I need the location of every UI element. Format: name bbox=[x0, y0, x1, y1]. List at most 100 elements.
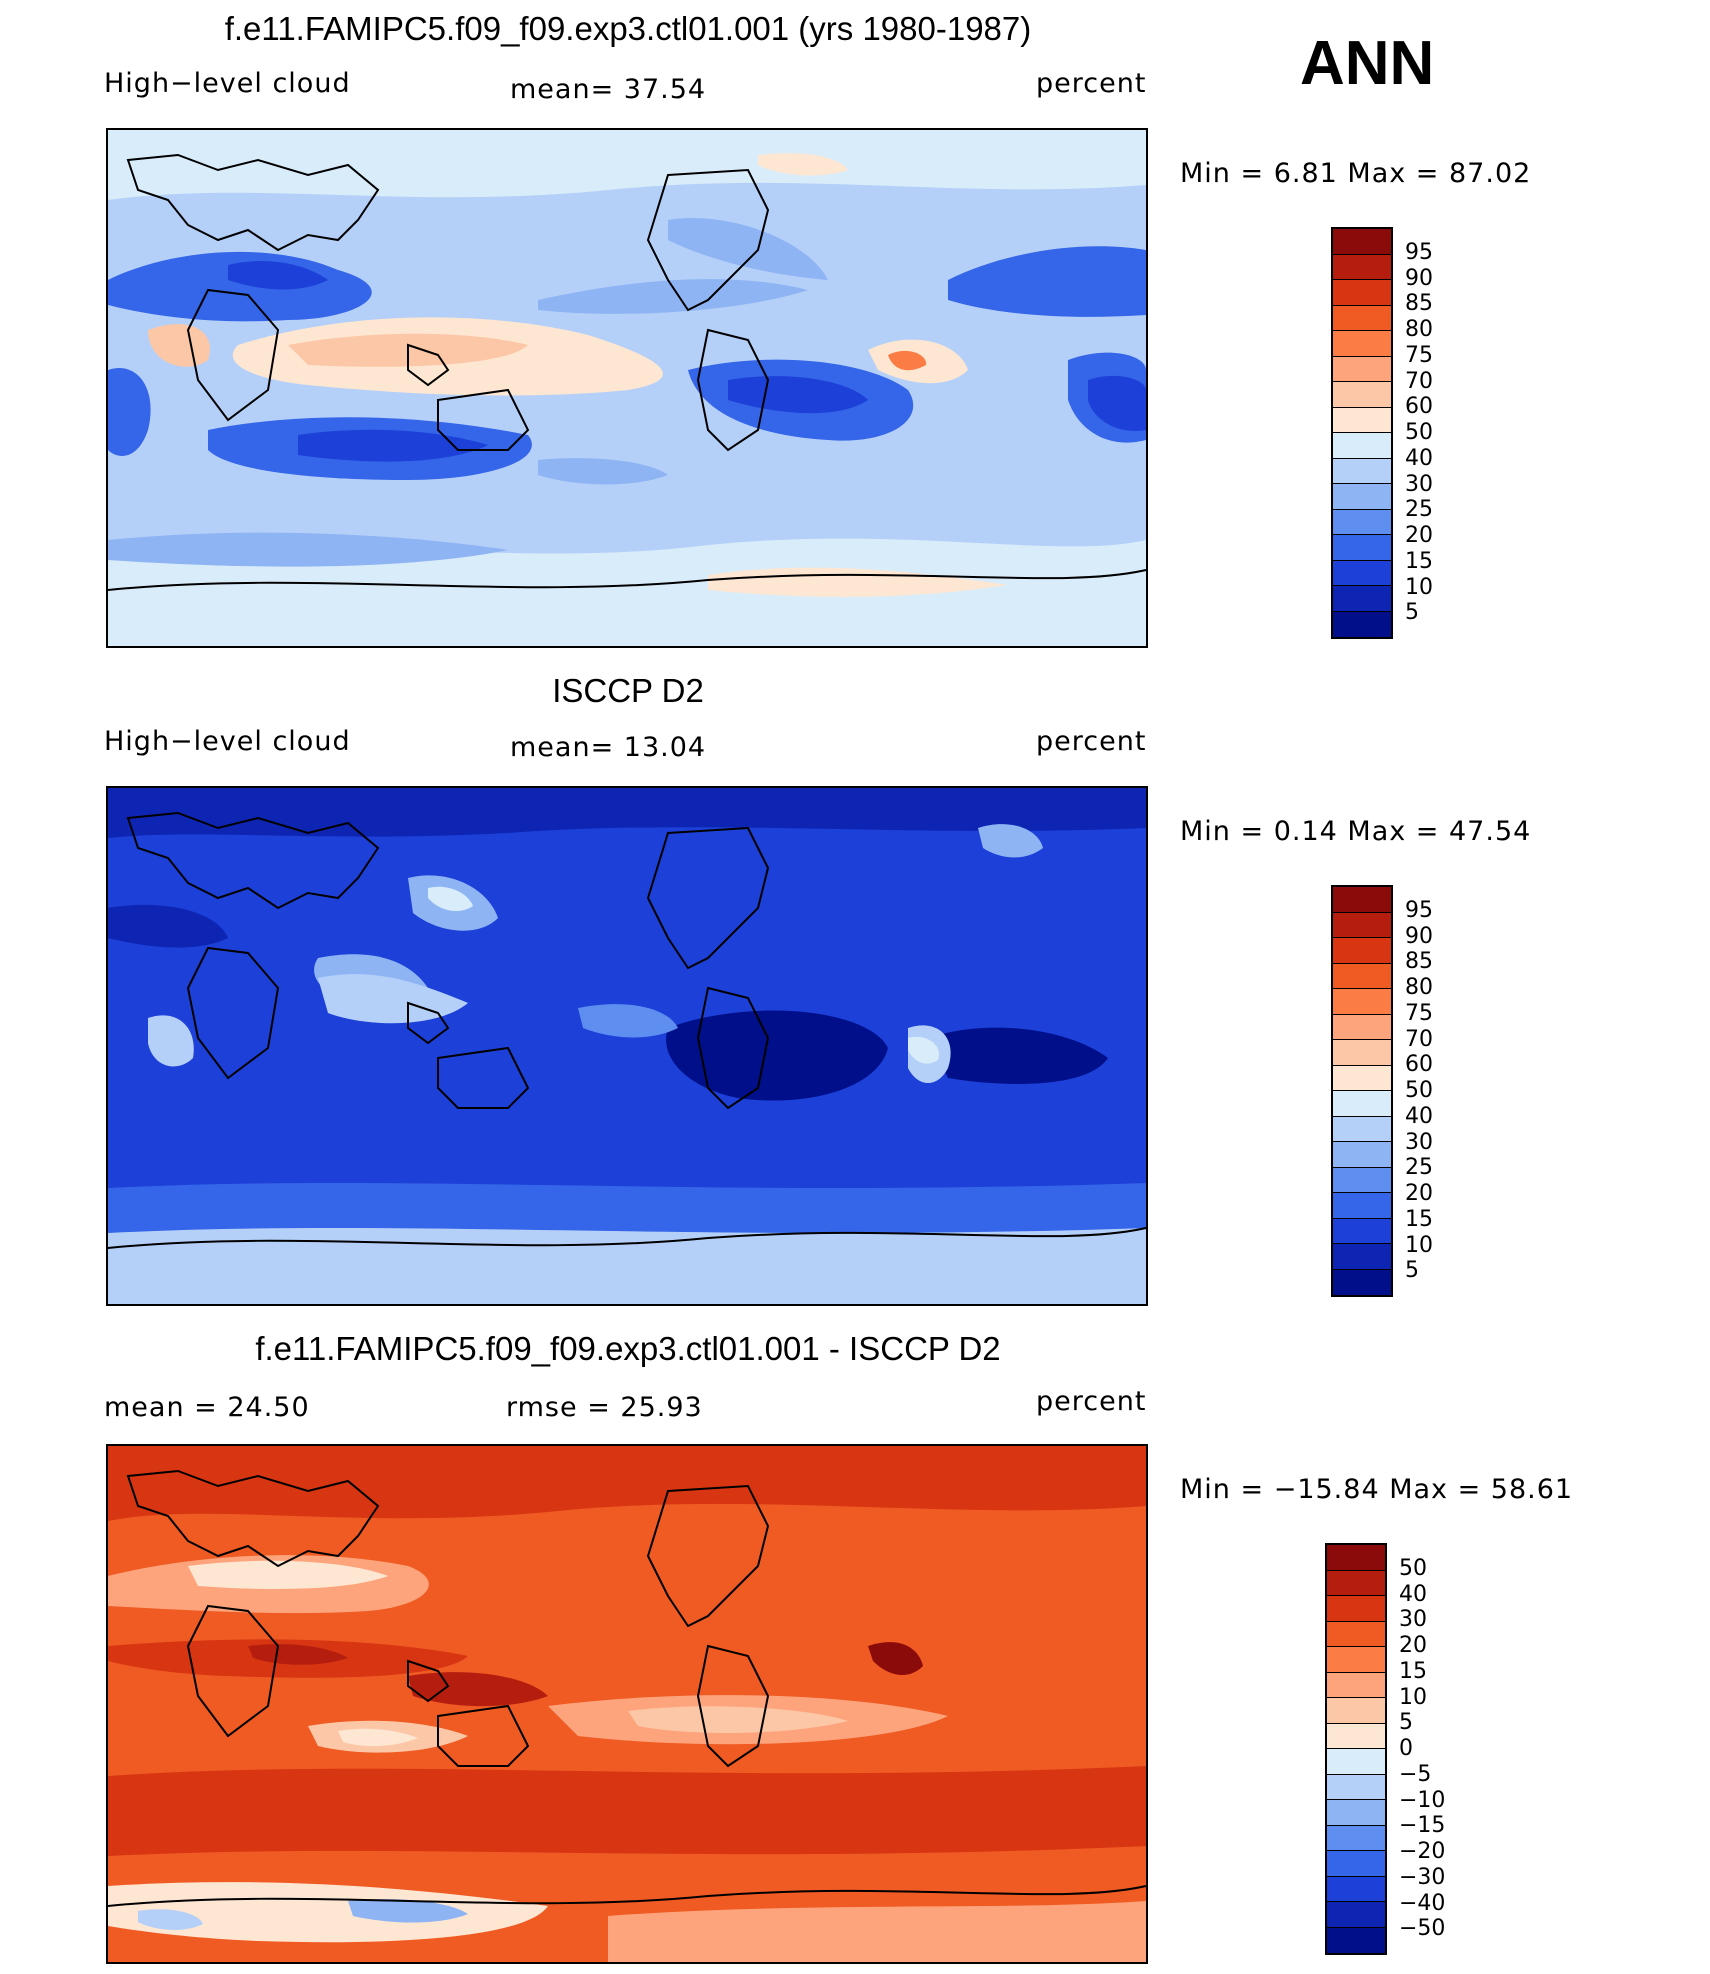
colorbar-box bbox=[1333, 254, 1391, 280]
panel-2-minmax: Min = 0.14 Max = 47.54 bbox=[1180, 816, 1532, 847]
colorbar-tick-label: 25 bbox=[1405, 1155, 1433, 1181]
colorbar-tick-label: 60 bbox=[1405, 1052, 1433, 1078]
colorbar-box bbox=[1327, 1825, 1385, 1851]
colorbar-tick-label: 30 bbox=[1405, 471, 1433, 497]
colorbar-box bbox=[1327, 1800, 1385, 1826]
colorbar-box bbox=[1327, 1723, 1385, 1749]
colorbar-box bbox=[1333, 458, 1391, 484]
colorbar-box bbox=[1333, 963, 1391, 989]
panel-1-center-label: mean= 37.54 bbox=[510, 74, 707, 105]
colorbar-tick-label: 50 bbox=[1405, 420, 1433, 445]
colorbar-box bbox=[1333, 407, 1391, 433]
colorbar-box bbox=[1333, 560, 1391, 586]
colorbar-tick-label: 10 bbox=[1405, 574, 1433, 600]
colorbar-box bbox=[1327, 1749, 1385, 1775]
colorbar-box bbox=[1333, 1040, 1391, 1066]
colorbar-box bbox=[1333, 331, 1391, 357]
colorbar-tick-label: −40 bbox=[1399, 1890, 1446, 1916]
panel-1-map bbox=[106, 128, 1148, 648]
colorbar-tick-label: −15 bbox=[1399, 1813, 1446, 1839]
colorbar-box bbox=[1327, 1672, 1385, 1698]
colorbar-box bbox=[1333, 1091, 1391, 1117]
colorbar-tick-label: 95 bbox=[1405, 897, 1433, 923]
colorbar-tick-label: 15 bbox=[1399, 1658, 1427, 1684]
panel-2-right-label: percent bbox=[1036, 726, 1147, 757]
colorbar-box bbox=[1333, 1142, 1391, 1168]
colorbar-box bbox=[1333, 484, 1391, 510]
season-label: ANN bbox=[1300, 29, 1435, 98]
colorbar-box bbox=[1333, 1269, 1391, 1295]
colorbar-tick-label: 40 bbox=[1399, 1581, 1427, 1607]
colorbar-tick-label: 20 bbox=[1405, 523, 1433, 548]
colorbar-tick-label: 10 bbox=[1399, 1684, 1427, 1710]
colorbar-tick-label: 20 bbox=[1399, 1633, 1427, 1658]
panel-2-contour-field bbox=[108, 788, 1146, 1304]
colorbar-tick-label: −10 bbox=[1399, 1787, 1446, 1813]
panel-1-minmax: Min = 6.81 Max = 87.02 bbox=[1180, 158, 1532, 189]
colorbar-box bbox=[1333, 887, 1391, 913]
colorbar-tick-label: 5 bbox=[1405, 600, 1419, 626]
colorbar-box bbox=[1333, 611, 1391, 637]
colorbar-tick-label: 90 bbox=[1405, 265, 1433, 291]
panel-3-contour-field bbox=[108, 1446, 1146, 1962]
colorbar-tick-label: 85 bbox=[1405, 949, 1433, 975]
colorbar-tick-label: 50 bbox=[1399, 1555, 1427, 1581]
colorbar-box bbox=[1333, 1167, 1391, 1193]
colorbar-tick-label: 95 bbox=[1405, 239, 1433, 265]
panel-2-map bbox=[106, 786, 1148, 1306]
colorbar-box bbox=[1333, 1065, 1391, 1091]
panel-1-right-label: percent bbox=[1036, 68, 1147, 99]
panel-3-right-label: percent bbox=[1036, 1386, 1147, 1417]
colorbar-tick-label: 40 bbox=[1405, 445, 1433, 471]
panel-3-left-label: mean = 24.50 bbox=[104, 1392, 310, 1423]
colorbar-tick-label: 30 bbox=[1405, 1129, 1433, 1155]
colorbar-tick-label: 40 bbox=[1405, 1103, 1433, 1129]
colorbar-box bbox=[1333, 1244, 1391, 1270]
colorbar-tick-label: 0 bbox=[1399, 1736, 1413, 1761]
panel-2-colorbar bbox=[1331, 885, 1393, 1297]
panel-3-colorbar bbox=[1325, 1543, 1387, 1955]
colorbar-tick-label: 70 bbox=[1405, 368, 1433, 394]
colorbar-box bbox=[1333, 989, 1391, 1015]
colorbar-tick-label: −50 bbox=[1399, 1916, 1446, 1942]
colorbar-tick-label: 15 bbox=[1405, 1206, 1433, 1232]
colorbar-tick-label: 80 bbox=[1405, 975, 1433, 1000]
panel-1-title: f.e11.FAMIPC5.f09_f09.exp3.ctl01.001 (yr… bbox=[224, 10, 1032, 47]
colorbar-tick-label: 85 bbox=[1405, 291, 1433, 317]
colorbar-box bbox=[1333, 433, 1391, 459]
colorbar-box bbox=[1333, 1116, 1391, 1142]
colorbar-box bbox=[1333, 586, 1391, 612]
colorbar-box bbox=[1333, 280, 1391, 306]
panel-3-minmax: Min = −15.84 Max = 58.61 bbox=[1180, 1474, 1574, 1505]
colorbar-tick-label: 60 bbox=[1405, 394, 1433, 420]
colorbar-tick-label: −20 bbox=[1399, 1839, 1446, 1864]
colorbar-box bbox=[1327, 1545, 1385, 1571]
colorbar-box bbox=[1327, 1876, 1385, 1902]
colorbar-box bbox=[1333, 356, 1391, 382]
panel-3-center-label: rmse = 25.93 bbox=[506, 1392, 703, 1423]
colorbar-tick-label: 90 bbox=[1405, 923, 1433, 949]
colorbar-tick-label: 5 bbox=[1399, 1710, 1413, 1736]
colorbar-tick-label: 5 bbox=[1405, 1258, 1419, 1284]
panel-1-colorbar bbox=[1331, 227, 1393, 639]
colorbar-box bbox=[1327, 1570, 1385, 1596]
colorbar-tick-label: 50 bbox=[1405, 1078, 1433, 1103]
colorbar-box bbox=[1327, 1927, 1385, 1953]
colorbar-box bbox=[1327, 1851, 1385, 1877]
panel-2-center-label: mean= 13.04 bbox=[510, 732, 707, 763]
colorbar-box bbox=[1333, 535, 1391, 561]
panel-2-title: ISCCP D2 bbox=[552, 672, 704, 709]
panel-3-title: f.e11.FAMIPC5.f09_f09.exp3.ctl01.001 - I… bbox=[255, 1330, 1001, 1367]
colorbar-box bbox=[1333, 1218, 1391, 1244]
colorbar-tick-label: −30 bbox=[1399, 1864, 1446, 1890]
colorbar-box bbox=[1333, 1014, 1391, 1040]
colorbar-tick-label: 30 bbox=[1399, 1607, 1427, 1633]
panel-1-left-label: High−level cloud bbox=[104, 68, 351, 99]
colorbar-tick-label: 10 bbox=[1405, 1232, 1433, 1258]
colorbar-tick-label: 15 bbox=[1405, 548, 1433, 574]
colorbar-tick-label: 75 bbox=[1405, 1000, 1433, 1026]
colorbar-tick-label: 25 bbox=[1405, 497, 1433, 523]
colorbar-tick-label: 70 bbox=[1405, 1026, 1433, 1052]
colorbar-box bbox=[1333, 509, 1391, 535]
colorbar-box bbox=[1333, 938, 1391, 964]
